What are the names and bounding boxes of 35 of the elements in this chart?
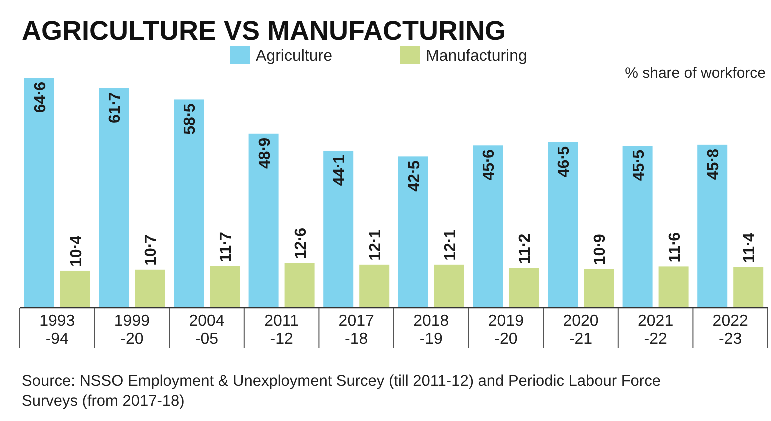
bar bbox=[584, 269, 614, 308]
bar bbox=[734, 267, 764, 308]
bar bbox=[622, 146, 653, 308]
bar bbox=[284, 263, 315, 308]
x-tick-label: 1993 -94 bbox=[40, 313, 76, 348]
bar bbox=[360, 264, 390, 308]
legend-label: Agriculture bbox=[256, 48, 333, 65]
x-tick-label: 2021 -22 bbox=[638, 313, 674, 348]
bar bbox=[135, 270, 166, 308]
bar bbox=[398, 156, 428, 308]
bar bbox=[248, 134, 279, 308]
bar bbox=[210, 266, 240, 308]
bar bbox=[548, 142, 578, 308]
y-axis-title: % share of workforce bbox=[625, 65, 766, 82]
bar bbox=[324, 150, 354, 308]
bar bbox=[698, 144, 728, 308]
x-tick-label: 1999 -20 bbox=[114, 313, 150, 348]
x-tick-label: 2018 -19 bbox=[414, 313, 450, 348]
bar bbox=[509, 268, 540, 308]
legend-label: Manufacturing bbox=[426, 48, 528, 65]
x-tick-label: 2019 -20 bbox=[488, 313, 524, 348]
chart-title: AGRICULTURE VS MANUFACTURING bbox=[22, 16, 506, 46]
x-tick-label: 2022 -23 bbox=[712, 313, 748, 348]
x-tick-label: 2020 -21 bbox=[563, 313, 599, 348]
bar bbox=[99, 88, 130, 308]
bar bbox=[174, 100, 204, 308]
bar bbox=[24, 78, 54, 308]
bar bbox=[434, 264, 464, 308]
bar bbox=[658, 266, 689, 308]
x-tick-label: 2011 -12 bbox=[264, 313, 300, 348]
bar bbox=[473, 146, 504, 308]
x-tick-label: 2017 -18 bbox=[338, 313, 374, 348]
x-tick-label: 2004 -05 bbox=[189, 313, 225, 348]
source-note: Source: NSSO Employment & Unexployment Surcey (till 2011-12) and Periodic Labour Force Surveys (from 2017-18) bbox=[22, 373, 661, 410]
bar bbox=[60, 270, 90, 308]
